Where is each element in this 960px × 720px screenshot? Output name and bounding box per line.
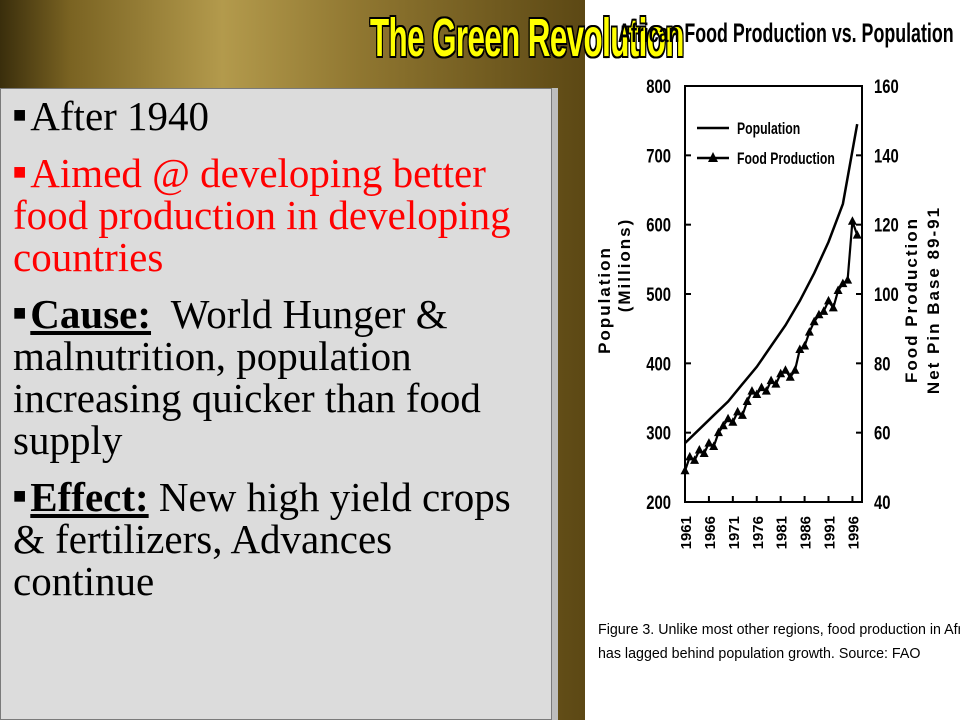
x-tick-label: 1976 — [750, 516, 767, 549]
bullet-cause: ■Cause: World Hunger & malnutrition, pop… — [13, 292, 543, 461]
data-point — [728, 417, 738, 426]
data-point — [713, 427, 723, 437]
data-point — [685, 451, 695, 461]
bullet-square-icon: ■ — [13, 102, 27, 127]
y-right-tick-label: 40 — [874, 492, 890, 513]
bullet-text: World Hunger & malnutrition, population … — [13, 291, 492, 463]
y-right-tick-label: 160 — [874, 76, 899, 97]
data-point — [785, 372, 795, 381]
y-left-tick-label: 200 — [646, 492, 671, 513]
x-tick-label: 1981 — [774, 516, 791, 549]
x-tick-label: 1971 — [726, 516, 743, 549]
line-chart: 200 300 400 500 600 700 800 40 60 80 100 120 140 160 1… — [595, 76, 943, 549]
data-point — [819, 306, 829, 315]
slide-title: The Green Revolution — [370, 8, 684, 68]
y-left-axis-label: Population — [595, 246, 614, 354]
y-left-tick-label: 700 — [646, 146, 671, 167]
y-right-axis-label: Net Pin Base 89-91 — [924, 206, 943, 394]
x-tick-label: 1961 — [678, 516, 695, 549]
data-point — [690, 455, 700, 464]
data-point — [809, 316, 819, 326]
y-right-tick-label: 140 — [874, 146, 899, 167]
bullet-text: After 1940 — [30, 93, 210, 139]
data-point — [699, 448, 709, 457]
data-point — [776, 368, 786, 378]
data-point — [757, 382, 767, 392]
y-right-tick-label: 120 — [874, 215, 899, 236]
bullet-square-icon: ■ — [13, 483, 27, 508]
y-right-tick-label: 100 — [874, 284, 899, 305]
y-right-axis-label: Food Production — [902, 217, 921, 383]
data-point — [843, 275, 853, 284]
data-point — [742, 396, 752, 405]
legend-marker — [708, 152, 718, 162]
data-point — [795, 344, 805, 353]
data-point — [780, 365, 790, 374]
bullet-panel: ■After 1940 ■Aimed @ developing better f… — [0, 88, 552, 720]
data-point — [804, 327, 814, 336]
data-point — [814, 309, 824, 319]
y-left-tick-label: 400 — [646, 354, 671, 375]
data-point — [828, 302, 838, 312]
x-tick-label: 1996 — [845, 516, 862, 549]
y-left-tick-label: 300 — [646, 423, 671, 444]
data-point — [833, 285, 843, 295]
x-tick-label: 1986 — [798, 516, 815, 549]
series-line-0 — [684, 123, 859, 444]
data-point — [852, 230, 862, 239]
y-left-tick-label: 600 — [646, 215, 671, 236]
caption-line: Figure 3. Unlike most other regions, foo… — [598, 621, 960, 638]
bullet-aim: ■Aimed @ developing better food producti… — [13, 151, 543, 278]
bullet-text: Aimed @ developing better food productio… — [13, 150, 511, 280]
data-point — [752, 389, 762, 399]
bullet-square-icon: ■ — [13, 159, 27, 184]
y-left-tick-label: 800 — [646, 76, 671, 97]
data-point — [771, 379, 781, 388]
bullet-text: New high yield crops & fertilizers, Adva… — [13, 474, 521, 604]
bullet-after-1940: ■After 1940 — [13, 94, 543, 137]
x-tick-label: 1966 — [702, 516, 719, 549]
chart-title: African Food Production vs. Population — [618, 18, 954, 48]
data-point — [718, 420, 728, 430]
data-point — [761, 386, 771, 395]
bullet-effect: ■Effect: New high yield crops & fertiliz… — [13, 475, 543, 602]
legend-label: Population — [737, 120, 800, 138]
data-point — [680, 465, 690, 475]
y-right-tick-label: 80 — [874, 354, 890, 375]
caption-line: has lagged behind population growth. Sou… — [598, 645, 921, 662]
data-point — [800, 341, 810, 350]
chart-caption: Figure 3. Unlike most other regions, foo… — [598, 618, 960, 666]
x-tick-label: 1991 — [822, 516, 839, 549]
data-point — [847, 216, 857, 225]
data-point — [824, 295, 834, 305]
data-point — [704, 438, 714, 447]
y-left-axis-label: (Millions) — [615, 218, 634, 313]
data-point — [723, 413, 733, 423]
data-point — [838, 278, 848, 288]
data-point — [694, 445, 704, 454]
data-point — [733, 406, 743, 416]
data-point — [709, 441, 719, 451]
data-point — [747, 386, 757, 395]
data-point — [790, 365, 800, 374]
bullet-label: Effect: — [30, 474, 149, 520]
bullet-square-icon: ■ — [13, 300, 27, 325]
bullet-label: Cause: — [30, 291, 152, 337]
data-point — [737, 410, 747, 419]
data-point — [766, 375, 776, 385]
y-left-tick-label: 500 — [646, 284, 671, 305]
y-right-tick-label: 60 — [874, 423, 890, 444]
legend-label: Food Production — [737, 150, 835, 168]
